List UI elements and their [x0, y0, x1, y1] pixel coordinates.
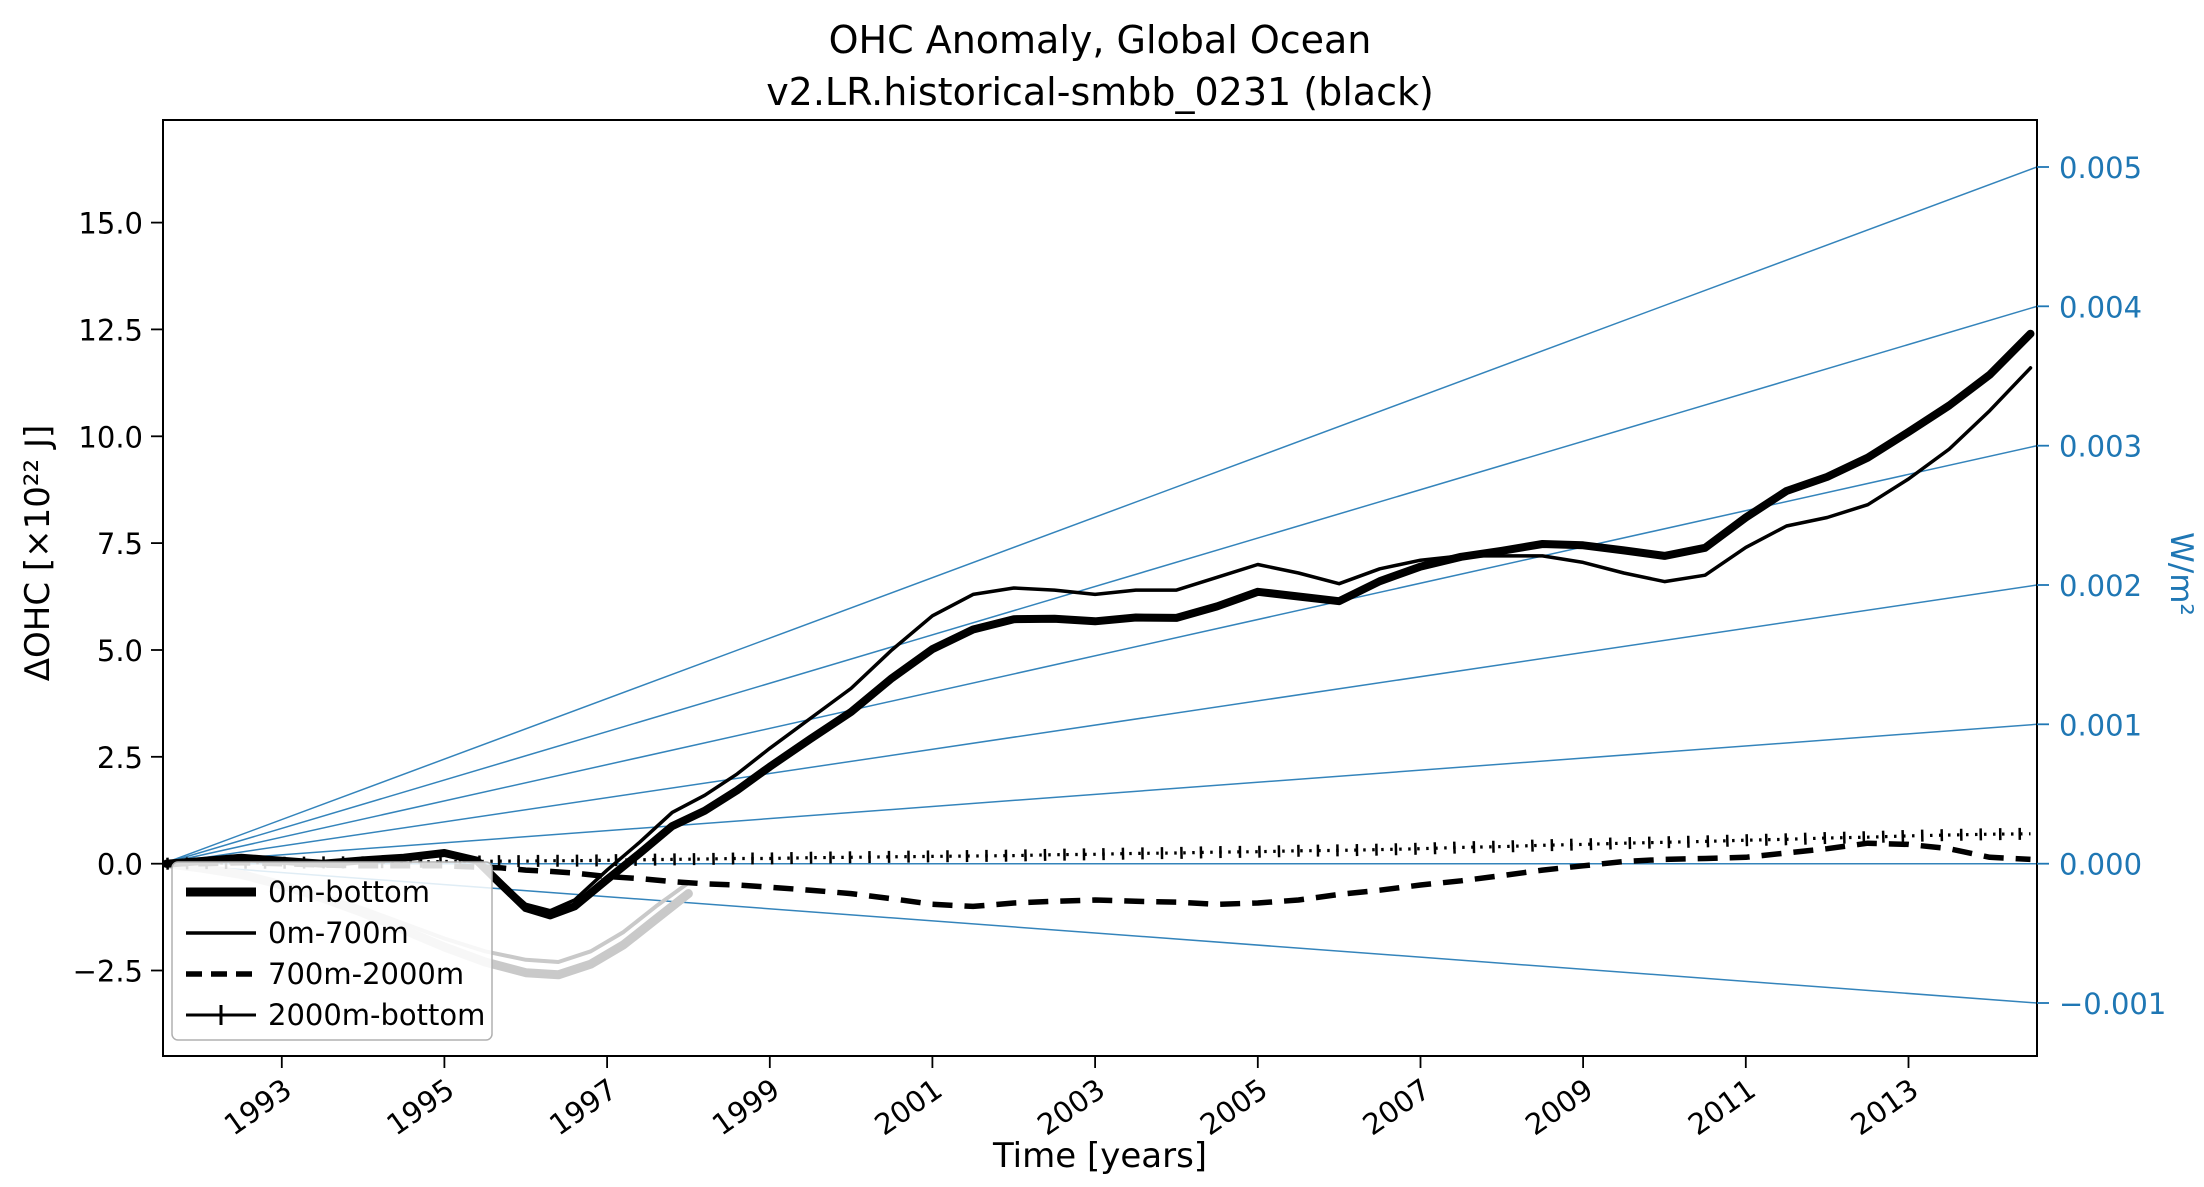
reference-flux-lines [163, 166, 2037, 1004]
legend-label: 700m-2000m [268, 957, 464, 991]
chart-title: OHC Anomaly, Global Ocean [828, 18, 1372, 62]
bottom-tick-label: 2003 [1031, 1072, 1111, 1142]
left-axis-ticks: −2.5 0.0 2.5 5.0 7.5 10.0 12.5 15.0 [73, 207, 163, 989]
left-tick-label: 12.5 [78, 313, 143, 347]
bottom-tick-label: 2005 [1194, 1072, 1274, 1142]
series-line-700m-2000m [166, 840, 2031, 910]
left-tick-label: −2.5 [73, 955, 143, 989]
flux-line-0.002 [163, 584, 2037, 865]
chart-subtitle: v2.LR.historical-smbb_0231 (black) [766, 70, 1434, 114]
flux-line-0.004 [163, 305, 2037, 865]
right-tick-label: −0.001 [2059, 987, 2166, 1021]
left-tick-label: 10.0 [78, 420, 143, 454]
bottom-tick-label: 1995 [380, 1072, 460, 1142]
right-tick-label: 0.000 [2059, 848, 2142, 882]
series-line-0m-700m [164, 366, 2033, 913]
bottom-tick-label: 2001 [868, 1072, 948, 1142]
flux-line-0.003 [163, 444, 2037, 865]
legend: 0m-bottom 0m-700m 700m-2000m 2000m-bottom [171, 861, 493, 1041]
legend-item-0m-bottom: 0m-bottom [186, 875, 430, 909]
chart-title-block: OHC Anomaly, Global Ocean v2.LR.historic… [163, 14, 2037, 118]
legend-item-2000m-bottom: 2000m-bottom [186, 998, 485, 1032]
series-line-2000m-bottom-marks [166, 832, 2031, 866]
left-tick-label: 5.0 [97, 634, 143, 668]
legend-label: 0m-bottom [268, 875, 430, 909]
right-tick-label: 0.004 [2059, 290, 2142, 324]
x-axis-label: Time [years] [992, 1136, 1208, 1176]
bottom-tick-label: 2007 [1357, 1072, 1437, 1142]
bottom-tick-label: 2011 [1682, 1072, 1762, 1142]
legend-label: 0m-700m [268, 916, 409, 950]
right-tick-label: 0.003 [2059, 430, 2142, 464]
left-tick-label: 0.0 [97, 848, 143, 882]
right-tick-label: 0.001 [2059, 708, 2142, 742]
bottom-tick-label: 2009 [1519, 1072, 1599, 1142]
left-tick-label: 7.5 [97, 527, 143, 561]
right-axis-ticks: 0.005 0.004 0.003 0.002 0.001 0.000 −0.001 [2037, 151, 2166, 1021]
flux-line-0.001 [163, 723, 2037, 865]
right-tick-label: 0.005 [2059, 151, 2142, 185]
right-tick-label: 0.002 [2059, 569, 2142, 603]
bottom-axis-ticks: 1993 1995 1997 1999 2001 2003 2005 2007 2009 2011… [218, 1056, 1925, 1142]
legend-box [171, 861, 493, 1041]
bottom-tick-label: 1997 [543, 1072, 623, 1142]
bottom-tick-label: 2013 [1845, 1072, 1925, 1142]
axes-frame [162, 119, 2038, 1057]
bottom-tick-label: 1993 [218, 1072, 298, 1142]
legend-item-700m-2000m: 700m-2000m [186, 957, 464, 991]
left-tick-label: 15.0 [78, 207, 143, 241]
series-line-0m-bottom [163, 329, 2035, 920]
left-tick-label: 2.5 [97, 741, 143, 775]
legend-label: 2000m-bottom [268, 998, 485, 1032]
flux-line-0.005 [163, 166, 2037, 865]
series-line-2000m-bottom [166, 827, 2031, 870]
bottom-tick-label: 1999 [706, 1072, 786, 1142]
legend-item-0m-700m: 0m-700m [186, 916, 409, 950]
